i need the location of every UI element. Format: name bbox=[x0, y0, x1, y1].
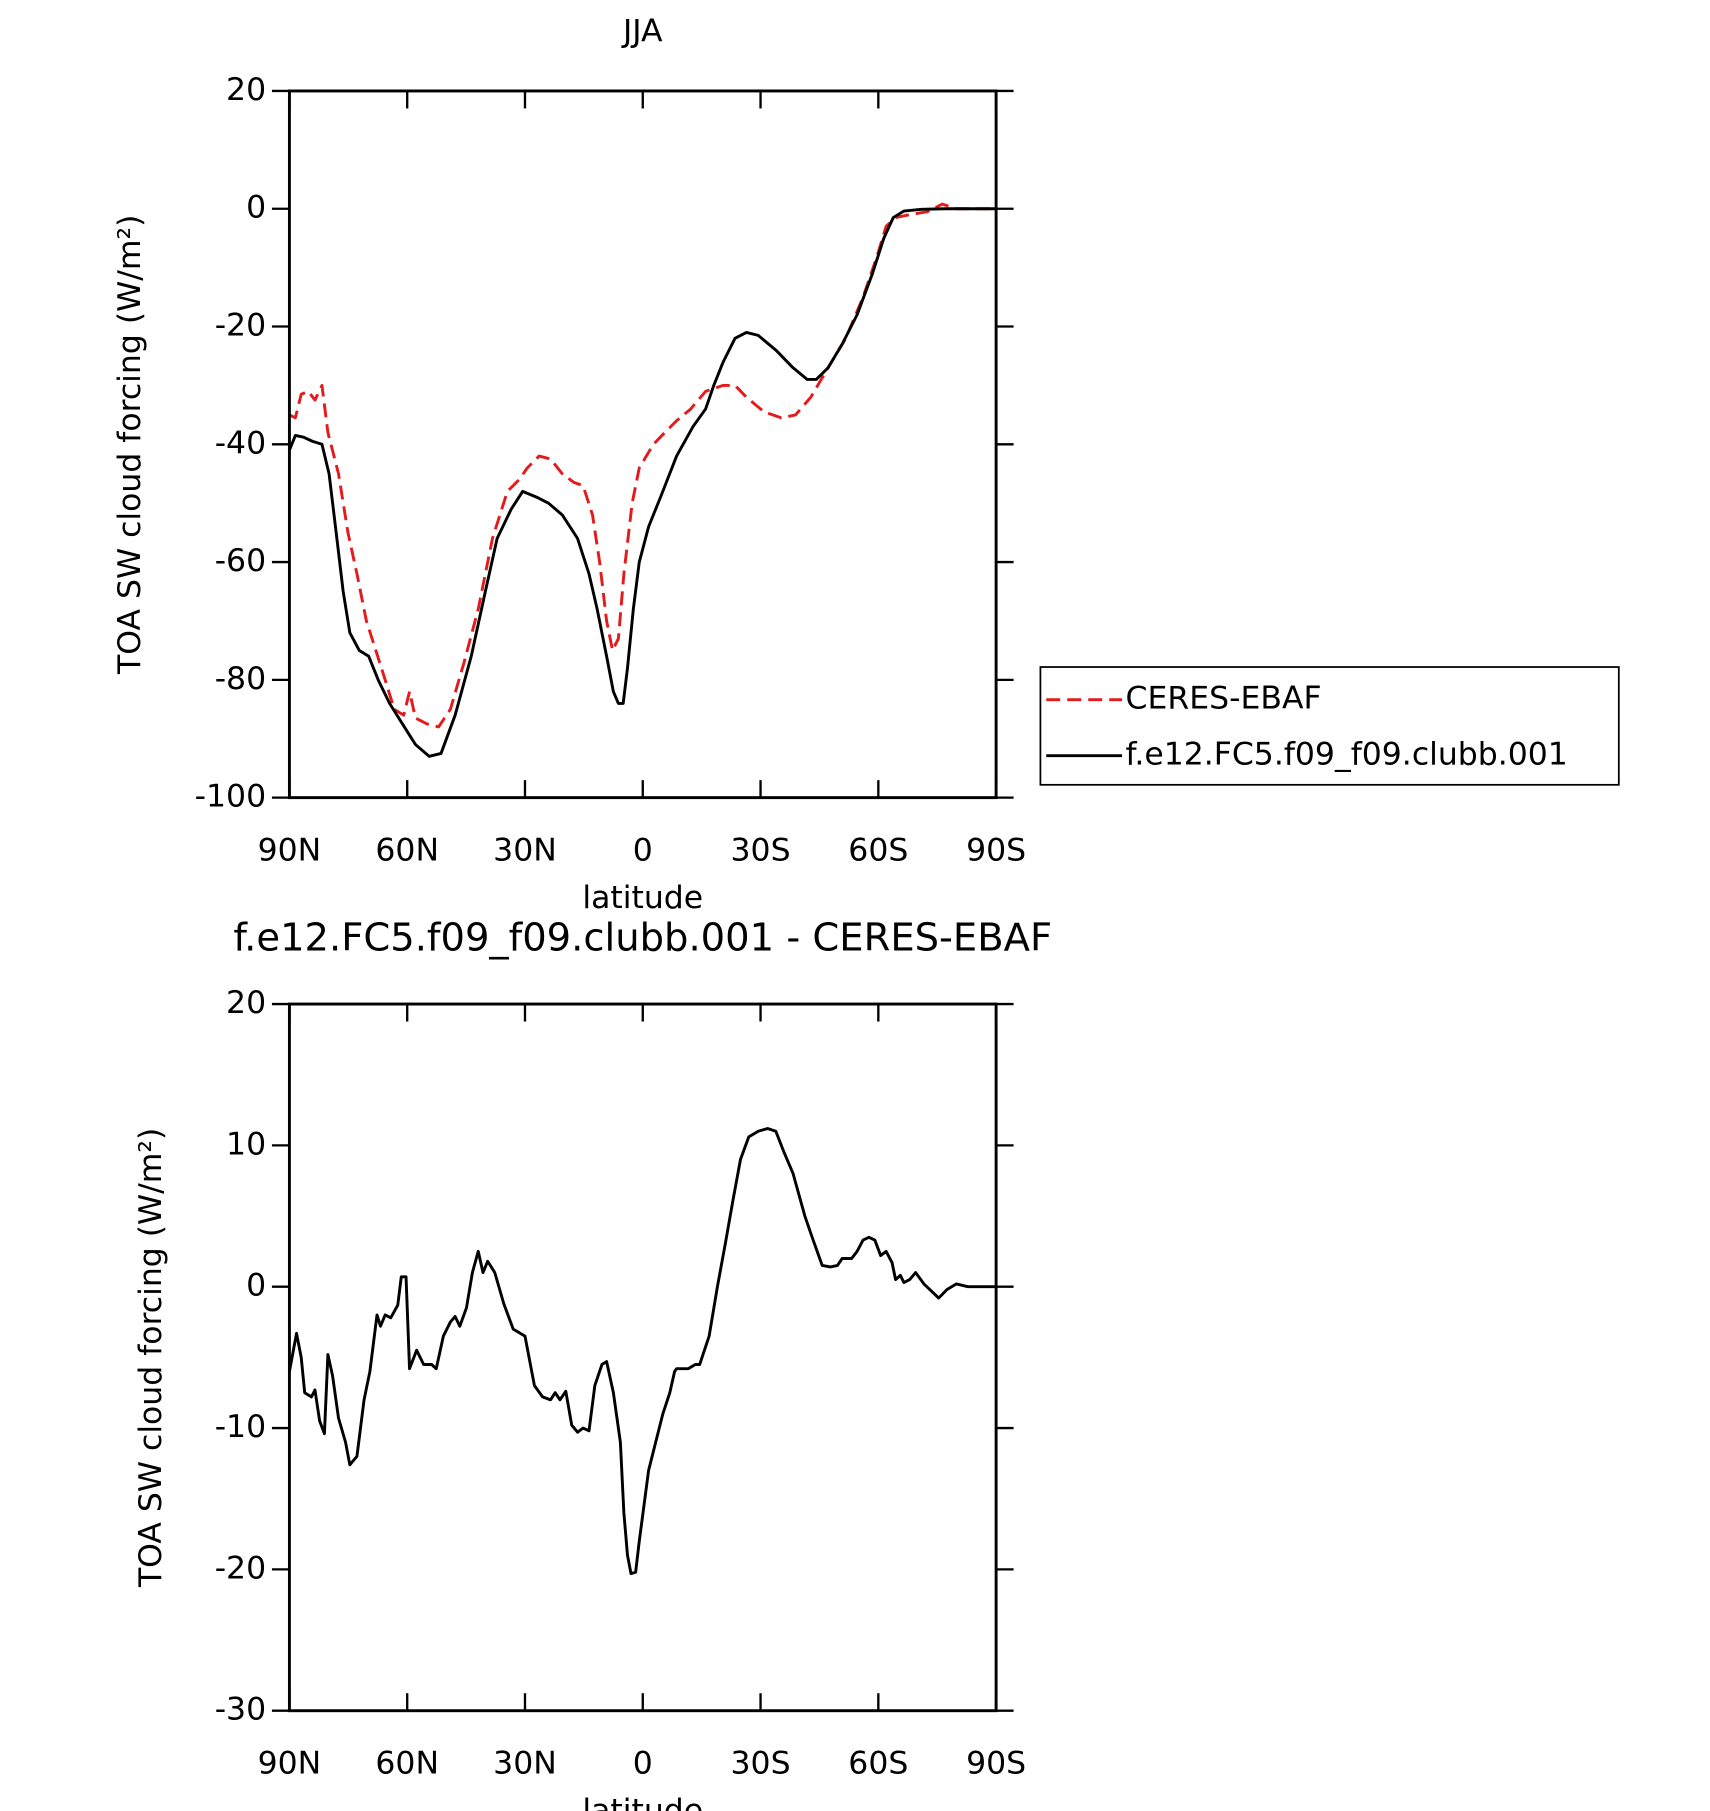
y-tick-label: -30 bbox=[215, 1692, 266, 1728]
x-tick-label: 60N bbox=[375, 1745, 439, 1781]
x-axis-label: latitude bbox=[582, 880, 703, 916]
y-tick-label: 0 bbox=[246, 1268, 266, 1304]
y-tick-label: 20 bbox=[226, 985, 266, 1021]
y-tick-label: -10 bbox=[215, 1409, 266, 1445]
x-tick-label: 90N bbox=[258, 1745, 322, 1781]
chart-title: f.e12.FC5.f09_f09.clubb.001 - CERES-EBAF bbox=[233, 915, 1052, 960]
x-tick-label: 60S bbox=[848, 832, 908, 868]
x-tick-label: 90S bbox=[966, 832, 1026, 868]
x-tick-label: 30S bbox=[731, 1745, 791, 1781]
x-tick-label: 30N bbox=[493, 1745, 557, 1781]
plot-frame bbox=[287, 89, 998, 800]
y-tick-label: -100 bbox=[195, 779, 266, 815]
x-tick-label: 30N bbox=[493, 832, 557, 868]
plot-frame bbox=[287, 1002, 998, 1713]
x-tick-label: 60S bbox=[848, 1745, 908, 1781]
chart-title: JJA bbox=[621, 14, 663, 50]
data-line bbox=[287, 1127, 997, 1576]
data-line bbox=[288, 202, 997, 729]
x-tick-label: 0 bbox=[633, 1745, 653, 1781]
y-tick-label: 0 bbox=[246, 190, 266, 226]
x-axis-label: latitude bbox=[582, 1793, 703, 1811]
legend-label: f.e12.FC5.f09_f09.clubb.001 bbox=[1126, 737, 1568, 773]
y-tick-label: 20 bbox=[226, 72, 266, 108]
y-tick-label: -80 bbox=[215, 661, 266, 697]
y-tick-label: 10 bbox=[226, 1126, 266, 1162]
y-axis-label: TOA SW cloud forcing (W/m²) bbox=[133, 1128, 169, 1588]
x-tick-label: 90S bbox=[966, 1745, 1026, 1781]
legend-label: CERES-EBAF bbox=[1126, 681, 1322, 717]
y-tick-label: -60 bbox=[215, 543, 266, 579]
y-axis-label: TOA SW cloud forcing (W/m²) bbox=[112, 215, 148, 675]
y-tick-label: -40 bbox=[215, 425, 266, 461]
y-tick-label: -20 bbox=[215, 1550, 266, 1586]
x-tick-label: 30S bbox=[731, 832, 791, 868]
x-tick-label: 90N bbox=[258, 832, 322, 868]
x-tick-label: 0 bbox=[633, 832, 653, 868]
data-line bbox=[288, 207, 997, 758]
y-tick-label: -20 bbox=[215, 308, 266, 344]
x-tick-label: 60N bbox=[375, 832, 439, 868]
legend-box bbox=[1039, 666, 1620, 786]
